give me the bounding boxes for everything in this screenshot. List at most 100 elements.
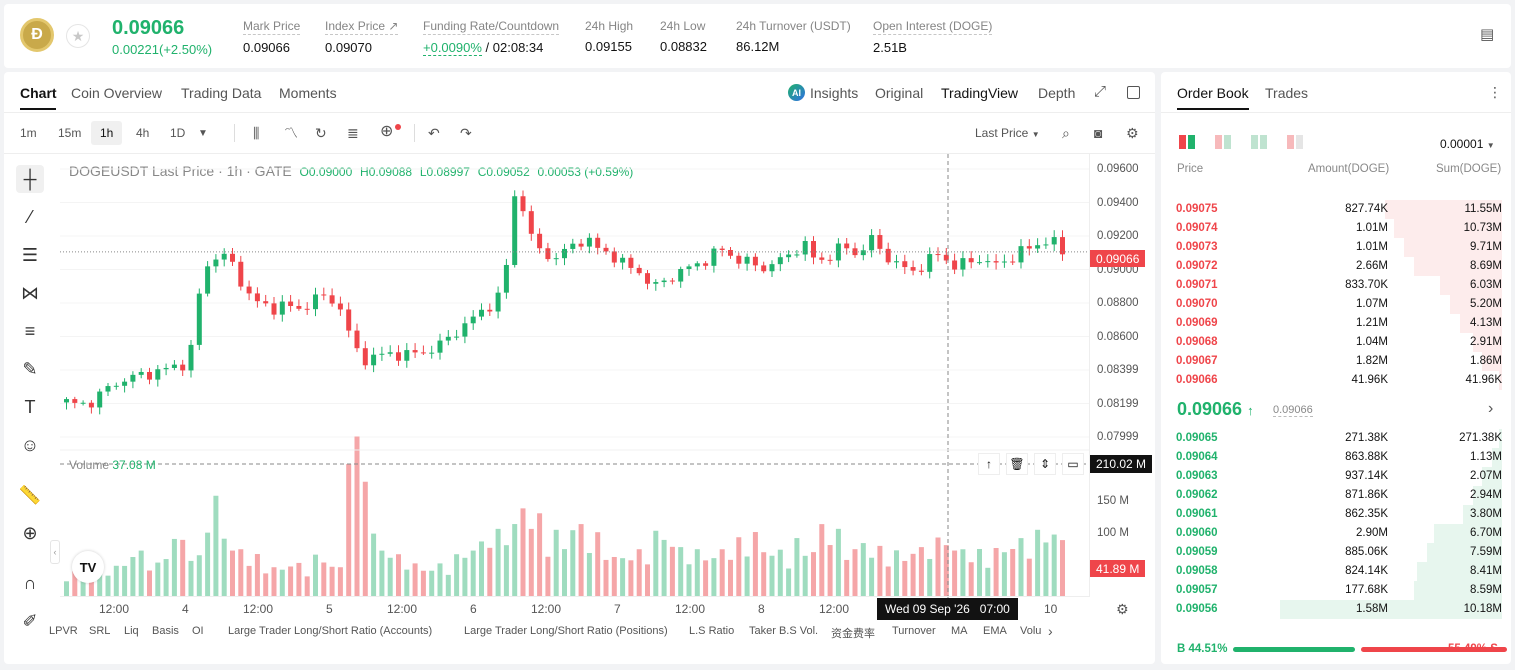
tab-order-book[interactable]: Order Book	[1177, 85, 1249, 101]
ask-row[interactable]: 0.09068 1.04M 2.91M	[1176, 333, 1502, 352]
templates-icon[interactable]: ≣	[347, 125, 359, 141]
bid-row[interactable]: 0.09065 271.38K 271.38K	[1176, 429, 1502, 448]
tab-trades[interactable]: Trades	[1265, 85, 1309, 101]
book-icon[interactable]: ▤	[1480, 26, 1495, 43]
window-icon[interactable]	[1127, 86, 1140, 99]
bid-row[interactable]: 0.09062 871.86K 2.94M	[1176, 486, 1502, 505]
trend-line-icon[interactable]: ⁄	[28, 206, 32, 227]
brush-icon[interactable]: ✎	[22, 358, 38, 379]
bid-row[interactable]: 0.09063 937.14K 2.07M	[1176, 467, 1502, 486]
ask-row[interactable]: 0.09066 41.96K 41.96K	[1176, 371, 1502, 390]
tf-1m[interactable]: 1m	[20, 126, 37, 140]
search-icon[interactable]: ⌕	[1062, 125, 1070, 141]
bid-row[interactable]: 0.09061 862.35K 3.80M	[1176, 505, 1502, 524]
bid-row[interactable]: 0.09058 824.14K 8.41M	[1176, 562, 1502, 581]
bid-row[interactable]: 0.09064 863.88K 1.13M	[1176, 448, 1502, 467]
indicator-tab[interactable]: Turnover	[892, 625, 936, 637]
tf-15m[interactable]: 15m	[58, 126, 82, 140]
crosshair-icon[interactable]: ┼	[16, 165, 44, 193]
ask-row[interactable]: 0.09073 1.01M 9.71M	[1176, 238, 1502, 257]
pattern-icon[interactable]: ⋈	[21, 282, 39, 303]
bid-row[interactable]: 0.09060 2.90M 6.70M	[1176, 524, 1502, 543]
fib-icon[interactable]: ≡	[24, 320, 36, 341]
chart-settings-icon[interactable]: ⚙	[1116, 601, 1129, 617]
candlestick-chart[interactable]	[60, 154, 1090, 598]
add-plus-icon[interactable]: ⊕	[380, 123, 394, 140]
collapse-toolbar-handle[interactable]: ‹	[50, 540, 60, 564]
indicator-tab[interactable]: Large Trader Long/Short Ratio (Positions…	[464, 625, 668, 637]
ask-row[interactable]: 0.09072 2.66M 8.69M	[1176, 257, 1502, 276]
star-icon[interactable]: ★	[66, 24, 90, 48]
expand-icon[interactable]: ⤢	[1094, 83, 1107, 100]
indicator-tab[interactable]: 资金费率	[831, 628, 875, 640]
zoom-in-icon[interactable]: ⊕	[22, 522, 38, 543]
ruler-icon[interactable]: 📏	[18, 484, 42, 505]
precision-select[interactable]: 0.00001 ▼	[1440, 137, 1495, 151]
ask-row[interactable]: 0.09070 1.07M 5.20M	[1176, 295, 1502, 314]
candle-type-icon[interactable]: ⫼	[253, 125, 260, 141]
magnet-icon[interactable]: ∩	[23, 572, 37, 593]
indicator-tab[interactable]: SRL	[89, 625, 111, 637]
tf-4h[interactable]: 4h	[136, 126, 150, 140]
tf-1d[interactable]: 1D	[170, 126, 186, 140]
ask-row[interactable]: 0.09075 827.74K 11.55M	[1176, 200, 1502, 219]
horizontal-lines-icon[interactable]: ☰	[21, 244, 39, 265]
ask-row[interactable]: 0.09074 1.01M 10.73M	[1176, 219, 1502, 238]
indicators-icon[interactable]: 〽	[284, 125, 298, 141]
tab-coin-overview[interactable]: Coin Overview	[71, 85, 163, 101]
view-original[interactable]: Original	[875, 85, 924, 101]
tradingview-logo[interactable]: TV	[72, 551, 104, 583]
view-insights[interactable]: Insights	[810, 85, 859, 101]
more-vertical-icon[interactable]: ⋮	[1488, 84, 1502, 100]
indicator-tab[interactable]: Large Trader Long/Short Ratio (Accounts)	[228, 625, 433, 637]
view-both-icon[interactable]	[1179, 135, 1195, 149]
redo-icon[interactable]: ↷	[460, 125, 472, 141]
collapse-pane-icon[interactable]: ⇕	[1034, 453, 1056, 475]
price-source-select[interactable]: Last Price ▼	[975, 126, 1040, 140]
stat-index-price[interactable]: Index Price ↗ 0.09070	[325, 19, 399, 55]
undo-icon[interactable]: ↶	[428, 125, 440, 141]
emoji-icon[interactable]: ☺	[20, 434, 40, 455]
move-up-icon[interactable]: ↑	[978, 453, 1000, 475]
ask-row[interactable]: 0.09069 1.21M 4.13M	[1176, 314, 1502, 333]
stat-open-interest[interactable]: Open Interest (DOGE) 2.51B	[873, 19, 993, 55]
pencil-lock-icon[interactable]: ✐	[22, 610, 38, 631]
tab-trading-data[interactable]: Trading Data	[181, 85, 262, 101]
camera-icon[interactable]: ◙	[1094, 125, 1103, 141]
bid-row[interactable]: 0.09057 177.68K 8.59M	[1176, 581, 1502, 600]
orderbook-last-price[interactable]: 0.09066 ↑	[1177, 399, 1254, 420]
view-bids-icon[interactable]	[1251, 135, 1267, 149]
maximize-pane-icon[interactable]: ▭	[1062, 453, 1084, 475]
tab-chart[interactable]: Chart	[20, 85, 57, 101]
chevron-right-icon[interactable]: ›	[1048, 623, 1053, 639]
ask-row[interactable]: 0.09071 833.70K 6.03M	[1176, 276, 1502, 295]
indicator-tab[interactable]: Liq	[124, 625, 139, 637]
stat-funding-rate[interactable]: Funding Rate/Countdown +0.0090% / 02:08:…	[423, 19, 560, 56]
chevron-down-icon[interactable]: ▼	[198, 128, 208, 139]
view-asks-icon[interactable]	[1215, 135, 1231, 149]
indicator-tab[interactable]: MA	[951, 625, 968, 637]
view-tradingview[interactable]: TradingView	[941, 85, 1019, 101]
indicator-tab[interactable]: LPVR	[49, 625, 78, 637]
gear-icon[interactable]: ⚙	[1126, 125, 1139, 141]
trash-icon[interactable]: 🗑	[1006, 453, 1028, 475]
indicator-tab[interactable]: OI	[192, 625, 204, 637]
candle-body	[387, 352, 393, 354]
view-sells-icon[interactable]	[1287, 135, 1303, 149]
tf-1h[interactable]: 1h	[91, 121, 123, 145]
tab-moments[interactable]: Moments	[279, 85, 337, 101]
replay-icon[interactable]: ↻	[315, 125, 327, 141]
view-depth[interactable]: Depth	[1038, 85, 1076, 101]
chevron-right-icon[interactable]: ›	[1488, 400, 1494, 417]
indicator-tab[interactable]: Volu	[1020, 625, 1042, 637]
indicator-tab[interactable]: Basis	[152, 625, 179, 637]
indicator-tab[interactable]: EMA	[983, 625, 1007, 637]
indicator-tab[interactable]: L.S Ratio	[689, 625, 735, 637]
indicator-tab[interactable]: Taker B.S Vol.	[749, 625, 819, 637]
volume-bar	[271, 567, 277, 596]
stat-mark-price[interactable]: Mark Price 0.09066	[243, 19, 301, 55]
bid-row[interactable]: 0.09059 885.06K 7.59M	[1176, 543, 1502, 562]
text-icon[interactable]: T	[24, 396, 36, 417]
bid-row[interactable]: 0.09056 1.58M 10.18M	[1176, 600, 1502, 619]
ask-row[interactable]: 0.09067 1.82M 1.86M	[1176, 352, 1502, 371]
